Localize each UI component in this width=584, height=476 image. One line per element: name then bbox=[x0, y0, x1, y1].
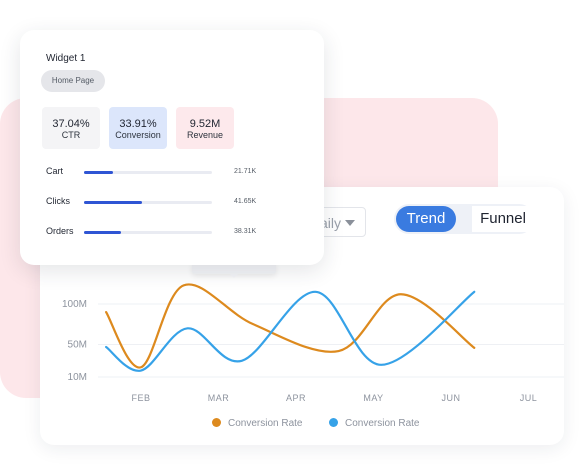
row-value-cart: 21.71K bbox=[234, 168, 257, 175]
metric-ctr[interactable]: 37.04% CTR bbox=[42, 107, 100, 149]
progress-track-clicks bbox=[84, 201, 212, 204]
metric-value: 37.04% bbox=[52, 118, 90, 130]
row-value-orders: 38.31K bbox=[234, 228, 257, 235]
widget-title: Widget 1 bbox=[46, 53, 86, 64]
x-tick-label: MAY bbox=[363, 393, 383, 403]
x-tick-label: JUL bbox=[520, 393, 538, 403]
progress-fill bbox=[84, 231, 122, 234]
x-tick-label: FEB bbox=[131, 393, 150, 403]
row-label-clicks: Clicks bbox=[46, 196, 70, 206]
legend-label: Conversion Rate bbox=[228, 418, 303, 429]
metric-value: 33.91% bbox=[119, 118, 157, 130]
line-chart: 100M 50M 10M FEB MAR APR MAY JUN JUL bbox=[62, 283, 564, 403]
y-tick-label: 10M bbox=[68, 372, 87, 383]
tab-trend[interactable]: Trend bbox=[396, 206, 456, 232]
widget-card: Widget 1 Home Page 37.04% CTR 33.91% Con… bbox=[20, 30, 324, 265]
metric-label: Revenue bbox=[186, 130, 224, 140]
progress-track-orders bbox=[84, 231, 212, 234]
x-tick-label: MAR bbox=[208, 393, 230, 403]
metric-label: Conversion bbox=[115, 130, 161, 140]
series-line-blue[interactable] bbox=[105, 290, 476, 372]
metric-conversion[interactable]: 33.91% Conversion bbox=[109, 107, 167, 149]
legend-item-blue[interactable]: Conversion Rate bbox=[329, 418, 419, 429]
page-pill[interactable]: Home Page bbox=[41, 70, 105, 92]
legend-dot bbox=[212, 418, 221, 427]
legend-dot bbox=[329, 418, 338, 427]
metric-value: 9.52M bbox=[189, 118, 221, 130]
legend-item-orange[interactable]: Conversion Rate bbox=[212, 418, 302, 429]
view-toggle: Trend Funnel bbox=[394, 204, 534, 234]
chevron-down-icon bbox=[345, 220, 355, 226]
progress-fill bbox=[84, 171, 114, 174]
legend-label: Conversion Rate bbox=[345, 418, 420, 429]
x-tick-label: APR bbox=[286, 393, 306, 403]
y-tick-label: 50M bbox=[68, 340, 87, 351]
row-label-cart: Cart bbox=[46, 166, 64, 176]
tab-funnel[interactable]: Funnel bbox=[472, 206, 534, 232]
metric-label: CTR bbox=[61, 130, 81, 140]
metric-revenue[interactable]: 9.52M Revenue bbox=[176, 107, 234, 149]
progress-track-cart bbox=[84, 171, 212, 174]
tooltip-pointer bbox=[192, 262, 276, 278]
progress-fill bbox=[84, 201, 142, 204]
y-tick-label: 100M bbox=[62, 299, 87, 310]
x-tick-label: JUN bbox=[442, 393, 461, 403]
row-label-orders: Orders bbox=[46, 226, 74, 236]
series-line-orange[interactable] bbox=[105, 283, 476, 369]
row-value-clicks: 41.65K bbox=[234, 198, 257, 205]
